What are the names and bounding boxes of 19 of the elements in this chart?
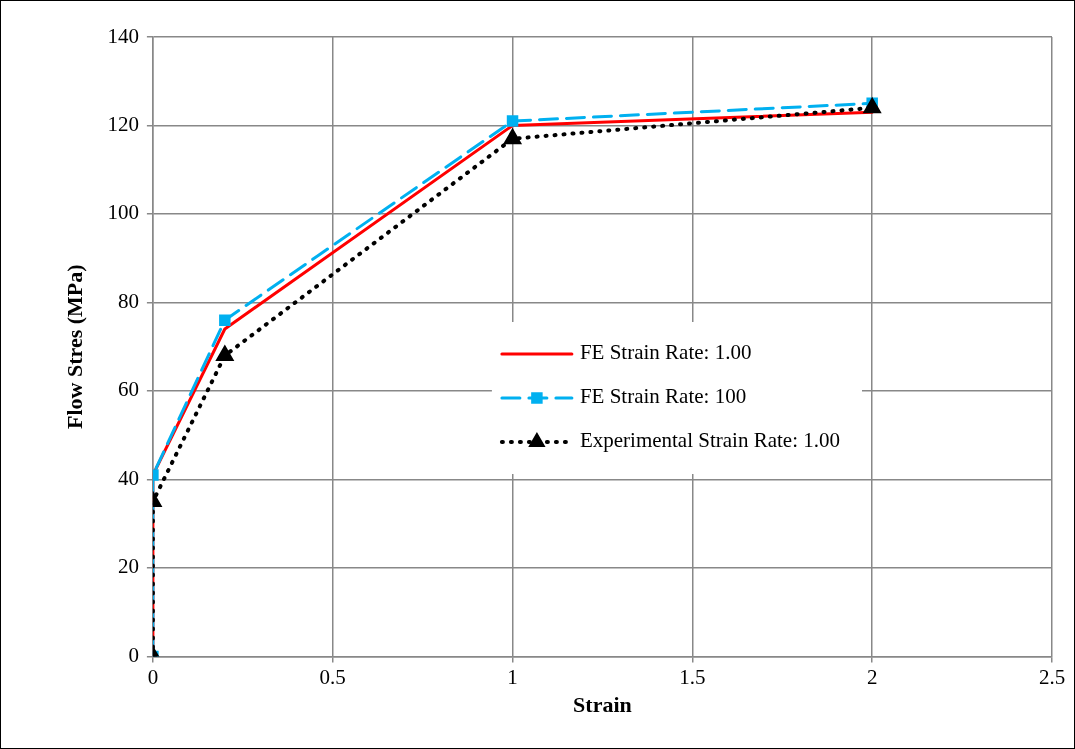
x-tick-label: 0 xyxy=(147,664,159,689)
y-tick-label: 80 xyxy=(117,288,139,313)
legend-label: Experimental Strain Rate: 1.00 xyxy=(579,428,841,453)
x-axis-title: Strain xyxy=(573,692,632,718)
y-tick-label: 40 xyxy=(117,465,139,490)
legend-label: FE Strain Rate: 1.00 xyxy=(579,340,752,365)
y-tick-label: 0 xyxy=(128,642,139,667)
y-tick-label: 100 xyxy=(107,200,139,225)
x-tick-label: 2 xyxy=(866,664,878,689)
x-tick-label: 1 xyxy=(507,664,518,689)
y-tick-label: 60 xyxy=(117,377,139,402)
x-tick-label: 2.5 xyxy=(1038,664,1066,689)
x-tick-label: 0.5 xyxy=(319,664,346,689)
x-tick-label: 1.5 xyxy=(679,664,706,689)
legend-label: FE Strain Rate: 100 xyxy=(579,384,747,409)
y-tick-label: 120 xyxy=(107,112,139,136)
y-axis-title: Flow Stres (MPa) xyxy=(61,264,87,429)
y-tick-label: 140 xyxy=(107,23,139,48)
y-tick-label: 20 xyxy=(117,554,139,579)
